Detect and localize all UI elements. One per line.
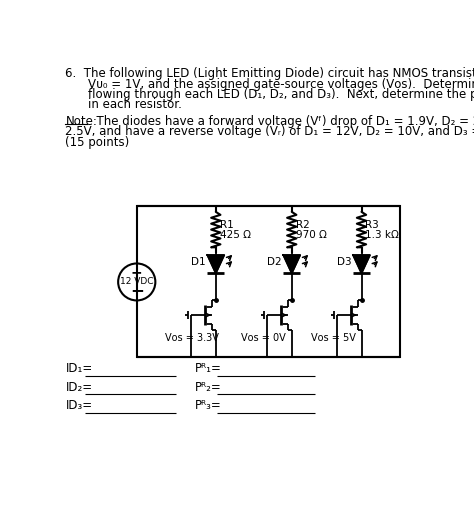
Text: flowing through each LED (D₁, D₂, and D₃).  Next, determine the power dissipated: flowing through each LED (D₁, D₂, and D₃… — [73, 88, 474, 101]
Text: D3: D3 — [337, 257, 351, 267]
Text: ID₁=: ID₁= — [65, 362, 93, 375]
Text: Pᴿ₃=: Pᴿ₃= — [195, 399, 222, 412]
Text: +: + — [131, 267, 143, 280]
Text: ID₃=: ID₃= — [65, 399, 92, 412]
Polygon shape — [353, 255, 370, 273]
Text: 12 VDC: 12 VDC — [120, 277, 154, 287]
Text: Vᴏs = 5V: Vᴏs = 5V — [311, 333, 356, 343]
Text: 2.5V, and have a reverse voltage (Vᵣ) of D₁ = 12V, D₂ = 10V, and D₃ = 4V.: 2.5V, and have a reverse voltage (Vᵣ) of… — [65, 125, 474, 138]
Text: D2: D2 — [267, 257, 282, 267]
Text: R2: R2 — [296, 220, 310, 230]
Text: (15 points): (15 points) — [65, 136, 130, 149]
Text: Pᴿ₁=: Pᴿ₁= — [195, 362, 222, 375]
Text: D1: D1 — [191, 257, 206, 267]
Text: 970 Ω: 970 Ω — [296, 230, 327, 240]
Text: −: − — [130, 281, 144, 299]
Text: R3: R3 — [365, 220, 379, 230]
Text: Vᴜ₀ = 1V, and the assigned gate-source voltages (Vᴏs).  Determine the current: Vᴜ₀ = 1V, and the assigned gate-source v… — [73, 78, 474, 90]
Bar — [137, 206, 400, 358]
Text: 1.3 kΩ: 1.3 kΩ — [365, 230, 399, 240]
Text: 425 Ω: 425 Ω — [219, 230, 251, 240]
Text: in each resistor.: in each resistor. — [73, 99, 182, 111]
Text: Vᴏs = 0V: Vᴏs = 0V — [241, 333, 286, 343]
Polygon shape — [207, 255, 224, 273]
Text: ID₂=: ID₂= — [65, 380, 92, 394]
Text: Note:: Note: — [65, 115, 97, 128]
Text: 6.  The following LED (Light Emitting Diode) circuit has NMOS transistors with a: 6. The following LED (Light Emitting Dio… — [65, 67, 474, 80]
Text: Vᴏs = 3.3V: Vᴏs = 3.3V — [165, 333, 219, 343]
Text: R1: R1 — [219, 220, 233, 230]
Polygon shape — [283, 255, 300, 273]
Text: Pᴿ₂=: Pᴿ₂= — [195, 380, 222, 394]
Text: The diodes have a forward voltage (Vᶠ) drop of D₁ = 1.9V, D₂ = 2.2V, and D₃ =: The diodes have a forward voltage (Vᶠ) d… — [89, 115, 474, 128]
